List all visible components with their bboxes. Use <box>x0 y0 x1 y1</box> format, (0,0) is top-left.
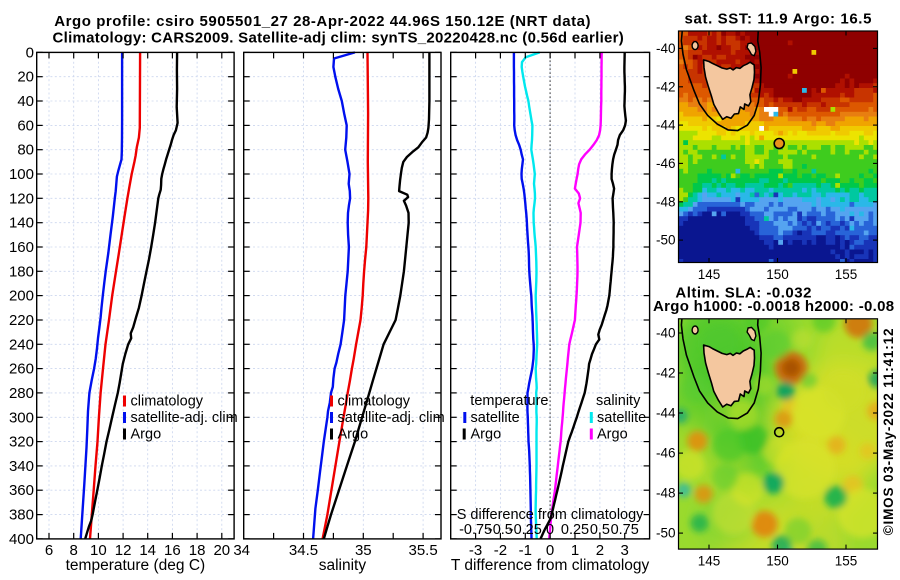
svg-text:300: 300 <box>9 409 34 426</box>
svg-text:-46: -46 <box>656 446 676 461</box>
svg-text:climatology: climatology <box>338 394 411 410</box>
svg-text:145: 145 <box>698 554 721 569</box>
svg-text:-44: -44 <box>656 406 676 421</box>
svg-text:3: 3 <box>621 542 629 559</box>
svg-text:Argo profile: csiro 5905501_27: Argo profile: csiro 5905501_27 28-Apr-20… <box>54 13 591 30</box>
svg-text:Altim. SLA: -0.032: Altim. SLA: -0.032 <box>675 285 812 302</box>
svg-text:climatology: climatology <box>131 394 204 410</box>
svg-text:Argo: Argo <box>338 427 369 443</box>
svg-text:360: 360 <box>9 482 34 499</box>
svg-text:salinity: salinity <box>319 557 367 574</box>
svg-text:-44: -44 <box>656 118 676 133</box>
svg-text:280: 280 <box>9 385 34 402</box>
svg-text:-40: -40 <box>656 326 676 341</box>
svg-text:Argo: Argo <box>131 427 162 443</box>
svg-text:-2: -2 <box>494 542 507 559</box>
svg-text:-42: -42 <box>656 79 676 94</box>
svg-text:satellite-adj. clim: satellite-adj. clim <box>338 410 445 426</box>
svg-text:20: 20 <box>17 69 34 86</box>
svg-text:temperature (deg C): temperature (deg C) <box>66 557 206 574</box>
svg-text:40: 40 <box>17 93 34 110</box>
svg-text:200: 200 <box>9 288 34 305</box>
svg-text:155: 155 <box>835 267 858 282</box>
svg-text:sat. SST: 11.9 Argo: 16.5: sat. SST: 11.9 Argo: 16.5 <box>685 10 873 27</box>
svg-text:Argo: Argo <box>471 427 502 443</box>
svg-text:0.75: 0.75 <box>611 522 639 538</box>
svg-text:140: 140 <box>9 215 34 232</box>
svg-text:temperature: temperature <box>470 393 548 409</box>
svg-text:Climatology: CARS2009. Satelli: Climatology: CARS2009. Satellite-adj cli… <box>53 29 625 46</box>
svg-text:100: 100 <box>9 166 34 183</box>
svg-text:-48: -48 <box>656 194 676 209</box>
svg-text:-50: -50 <box>656 233 676 248</box>
svg-text:-48: -48 <box>656 486 676 501</box>
svg-text:Argo: Argo <box>597 427 628 443</box>
svg-text:35.5: 35.5 <box>408 542 437 559</box>
svg-text:220: 220 <box>9 312 34 329</box>
svg-text:155: 155 <box>835 554 858 569</box>
svg-text:34: 34 <box>233 542 250 559</box>
svg-text:260: 260 <box>9 361 34 378</box>
svg-text:satellite: satellite <box>471 410 520 426</box>
svg-text:80: 80 <box>17 142 34 159</box>
svg-text:-1: -1 <box>519 542 532 559</box>
svg-text:©IMOS 03-May-2022 11:41:12: ©IMOS 03-May-2022 11:41:12 <box>881 328 896 536</box>
svg-text:0: 0 <box>26 44 34 61</box>
svg-text:34.5: 34.5 <box>289 542 318 559</box>
svg-text:340: 340 <box>9 458 34 475</box>
svg-text:2: 2 <box>596 542 604 559</box>
svg-text:0.25: 0.25 <box>561 522 589 538</box>
svg-text:160: 160 <box>9 239 34 256</box>
svg-text:8: 8 <box>70 542 78 559</box>
svg-text:6: 6 <box>45 542 53 559</box>
svg-text:0.5: 0.5 <box>590 522 610 538</box>
svg-text:-3: -3 <box>469 542 482 559</box>
svg-text:-0.75: -0.75 <box>459 522 492 538</box>
svg-text:salinity: salinity <box>596 393 641 409</box>
svg-text:400: 400 <box>9 531 34 548</box>
svg-text:14: 14 <box>139 542 156 559</box>
svg-text:1: 1 <box>571 542 579 559</box>
svg-text:Argo h1000: -0.0018 h2000: -0.: Argo h1000: -0.0018 h2000: -0.08 <box>653 298 894 315</box>
svg-text:-42: -42 <box>656 366 676 381</box>
svg-text:16: 16 <box>164 542 181 559</box>
svg-text:-50: -50 <box>656 526 676 541</box>
svg-text:-0.5: -0.5 <box>488 522 513 538</box>
svg-text:-0.25: -0.25 <box>509 522 542 538</box>
svg-text:150: 150 <box>766 267 789 282</box>
svg-text:-40: -40 <box>656 41 676 56</box>
svg-text:60: 60 <box>17 117 34 134</box>
svg-text:12: 12 <box>115 542 132 559</box>
svg-text:180: 180 <box>9 263 34 280</box>
svg-text:satellite-adj. clim: satellite-adj. clim <box>131 410 238 426</box>
svg-text:18: 18 <box>189 542 206 559</box>
svg-text:240: 240 <box>9 336 34 353</box>
svg-text:320: 320 <box>9 434 34 451</box>
svg-text:T difference from climatology: T difference from climatology <box>451 557 650 574</box>
svg-text:145: 145 <box>698 267 721 282</box>
svg-text:S difference from climatology: S difference from climatology <box>457 507 644 523</box>
svg-text:120: 120 <box>9 190 34 207</box>
svg-text:0: 0 <box>546 522 554 538</box>
svg-text:10: 10 <box>90 542 107 559</box>
svg-text:satellite: satellite <box>597 410 646 426</box>
svg-text:150: 150 <box>766 554 789 569</box>
svg-text:0: 0 <box>546 542 554 559</box>
svg-text:380: 380 <box>9 507 34 524</box>
svg-text:35: 35 <box>355 542 372 559</box>
svg-text:20: 20 <box>213 542 230 559</box>
svg-text:-46: -46 <box>656 156 676 171</box>
